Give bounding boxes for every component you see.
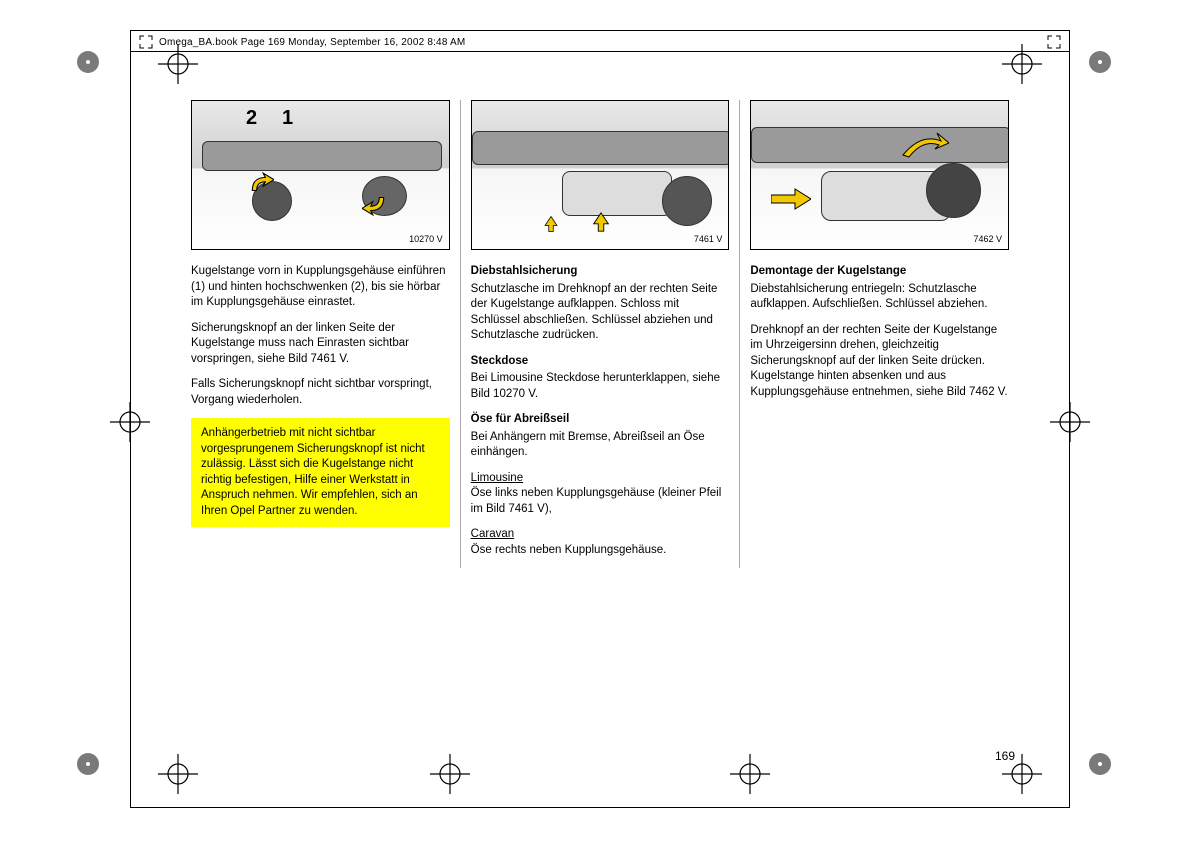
paragraph: Bei Limousine Steckdose herunterklappen,… xyxy=(471,371,730,402)
paragraph: Diebstahlsicherung entriegeln: Schutzlas… xyxy=(750,282,1009,313)
crop-mark-icon xyxy=(1047,35,1061,49)
arrow-up-icon xyxy=(542,213,560,235)
figure-10270v: 2 1 10270 V xyxy=(191,100,450,250)
column-left: 2 1 10270 V Kugelstange vorn in Kupplung… xyxy=(181,100,460,568)
crop-mark-icon xyxy=(139,35,153,49)
subheading: Öse für Abreißseil xyxy=(471,412,730,428)
corner-ornament-bottom-left xyxy=(76,752,112,788)
arrow-icon xyxy=(248,171,274,197)
figure-7462v: 7462 V xyxy=(750,100,1009,250)
subheading: Diebstahlsicherung xyxy=(471,264,730,280)
column-middle: 7461 V Diebstahlsicherung Schutzlasche i… xyxy=(460,100,740,568)
subheading: Steckdose xyxy=(471,354,730,370)
paragraph: Falls Sicherungsknopf nicht sichtbar vor… xyxy=(191,377,450,408)
figure-caption: 10270 V xyxy=(409,233,443,245)
arrow-up-icon xyxy=(590,209,612,235)
paragraph: Drehknopf an der rechten Seite der Kugel… xyxy=(750,323,1009,401)
page-header: Omega_BA.book Page 169 Monday, September… xyxy=(131,31,1069,52)
header-text: Omega_BA.book Page 169 Monday, September… xyxy=(159,37,465,48)
variant-label: Limousine xyxy=(471,471,730,487)
paragraph: Öse links neben Kupplungsgehäuse (kleine… xyxy=(471,486,730,517)
corner-ornament-bottom-right xyxy=(1088,752,1124,788)
page-number: 169 xyxy=(995,749,1015,763)
figure-7461v: 7461 V xyxy=(471,100,730,250)
document-page: Omega_BA.book Page 169 Monday, September… xyxy=(130,30,1070,808)
figure-label-1: 1 xyxy=(282,105,293,132)
corner-ornament-top-right xyxy=(1088,50,1124,86)
paragraph: Sicherungsknopf an der linken Seite der … xyxy=(191,321,450,368)
column-right: 7462 V Demontage der Kugelstange Diebsta… xyxy=(739,100,1019,568)
variant-label: Caravan xyxy=(471,527,730,543)
figure-caption: 7462 V xyxy=(973,233,1002,245)
paragraph: Kugelstange vorn in Kupplungsgehäuse ein… xyxy=(191,264,450,311)
subheading: Demontage der Kugelstange xyxy=(750,264,1009,280)
content-columns: 2 1 10270 V Kugelstange vorn in Kupplung… xyxy=(131,52,1069,568)
arrow-icon xyxy=(362,191,388,217)
warning-box: Anhängerbetrieb mit nicht sichtbar vorge… xyxy=(191,418,450,527)
figure-label-2: 2 xyxy=(246,105,257,132)
corner-ornament-top-left xyxy=(76,50,112,86)
warning-text: Anhängerbetrieb mit nicht sichtbar vorge… xyxy=(201,427,425,517)
paragraph: Öse rechts neben Kupplungsgehäuse. xyxy=(471,543,730,559)
arrow-right-icon xyxy=(771,186,811,212)
paragraph: Schutzlasche im Drehknopf an der rechten… xyxy=(471,282,730,344)
arrow-curve-icon xyxy=(901,131,949,161)
figure-caption: 7461 V xyxy=(694,233,723,245)
paragraph: Bei Anhängern mit Bremse, Abreißseil an … xyxy=(471,430,730,461)
